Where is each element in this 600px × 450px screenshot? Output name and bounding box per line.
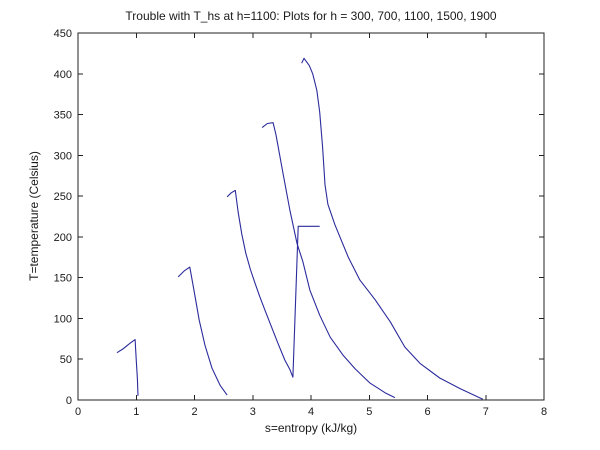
x-tick-label: 3 xyxy=(250,406,256,418)
y-tick-label: 150 xyxy=(54,273,72,285)
y-tick-label: 200 xyxy=(54,232,72,244)
curve-h1500 xyxy=(261,122,396,399)
y-tick-label: 450 xyxy=(54,28,72,40)
plot-area: 0 1 2 3 4 5 6 7 8 0 50 100 150 200 250 300 350 400 450 xyxy=(54,28,547,418)
y-tick-label: 400 xyxy=(54,69,72,81)
curve-h300 xyxy=(116,339,139,396)
x-tick-label: 2 xyxy=(191,406,197,418)
curve-h1100 xyxy=(226,189,320,378)
y-tick-label: 100 xyxy=(54,313,72,325)
x-tick-label: 8 xyxy=(541,406,547,418)
x-tick-label: 1 xyxy=(133,406,139,418)
curve-h700 xyxy=(177,266,228,396)
y-tick-label: 50 xyxy=(60,354,72,366)
x-tick-label: 4 xyxy=(308,406,314,418)
chart-title: Trouble with T_hs at h=1100: Plots for h… xyxy=(125,9,496,23)
plot-box xyxy=(77,32,545,401)
y-axis-label: T=temperature (Celsius) xyxy=(27,151,41,281)
x-tick-label: 5 xyxy=(366,406,372,418)
y-tick-label: 250 xyxy=(54,191,72,203)
x-tick-label: 7 xyxy=(483,406,489,418)
x-axis-label: s=entropy (kJ/kg) xyxy=(265,421,357,435)
y-tick-label: 350 xyxy=(54,110,72,122)
x-tick-label: 0 xyxy=(75,406,81,418)
y-tick-label: 0 xyxy=(66,395,72,407)
x-tick-label: 6 xyxy=(424,406,430,418)
y-tick-label: 300 xyxy=(54,150,72,162)
curve-h1900 xyxy=(301,57,484,400)
